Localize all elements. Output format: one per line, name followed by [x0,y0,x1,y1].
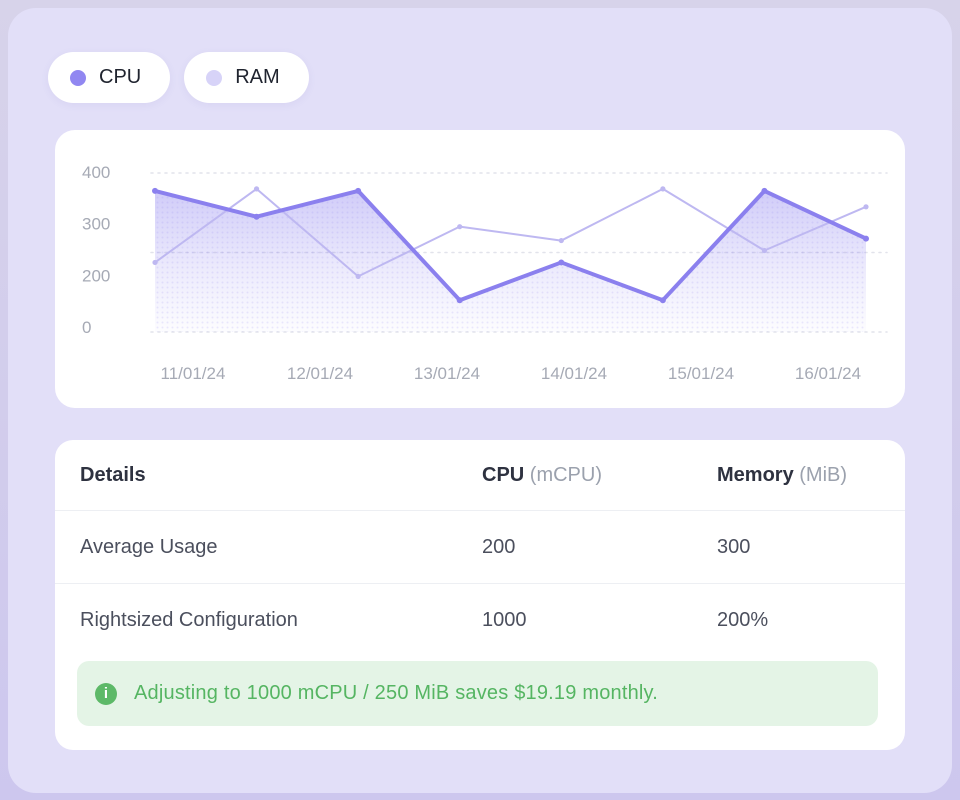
svg-text:15/01/24: 15/01/24 [668,364,734,383]
ram-series-dot-icon [206,69,223,86]
average-usage-cpu-value: 200 [482,535,516,558]
usage-chart-card: 400 300 200 0 11/01/24 12/01/24 13/01/24 14/01/… [55,130,905,408]
usage-panel: CPU RAM 400 300 200 0 11/01/24 12/01/24 13/01/… [8,8,952,793]
savings-banner: Adjusting to 1000 mCPU / 250 MiB saves $… [77,661,878,726]
svg-text:13/01/24: 13/01/24 [414,364,480,383]
svg-text:300: 300 [82,215,110,234]
column-header-memory-label: Memory [717,463,794,486]
svg-text:11/01/24: 11/01/24 [161,364,226,383]
table-row-average-usage: Average Usage 200 300 [55,511,905,584]
svg-text:200: 200 [82,266,110,285]
rightsized-memory-value: 200% [717,608,769,631]
svg-text:16/01/24: 16/01/24 [795,364,861,383]
row-label: Average Usage [80,535,218,558]
details-table-card: Details CPU (mCPU) Memory (MiB) Average … [55,440,905,750]
column-header-memory-unit: (MiB) [799,463,848,486]
usage-line-chart: 400 300 200 0 11/01/24 12/01/24 13/01/24 14/01/… [82,163,888,383]
svg-text:14/01/24: 14/01/24 [541,364,607,383]
legend-chip-ram-label: RAM [235,66,280,88]
savings-banner-text: Adjusting to 1000 mCPU / 250 MiB saves $… [134,682,659,704]
legend-chip-cpu-label: CPU [99,66,142,88]
column-header-details-label: Details [80,463,146,486]
column-header-cpu: CPU (mCPU) [482,464,717,487]
svg-text:12/01/24: 12/01/24 [287,364,353,383]
row-label: Rightsized Configuration [80,608,298,631]
legend-chip-cpu[interactable]: CPU [48,52,171,103]
column-header-details: Details [80,464,482,487]
svg-text:400: 400 [82,163,110,182]
info-icon [95,682,117,705]
legend-chip-ram[interactable]: RAM [184,52,309,103]
column-header-cpu-unit: (mCPU) [529,463,603,486]
chart-legend: CPU RAM [48,52,309,103]
table-row-rightsized-configuration: Rightsized Configuration 1000 200% [55,584,905,656]
column-header-memory: Memory (MiB) [717,464,905,487]
rightsized-cpu-value: 1000 [482,608,527,631]
column-header-cpu-label: CPU [482,463,525,486]
cpu-series-dot-icon [70,69,86,86]
average-usage-memory-value: 300 [717,535,751,558]
svg-text:0: 0 [82,318,91,337]
table-header-row: Details CPU (mCPU) Memory (MiB) [55,440,905,511]
